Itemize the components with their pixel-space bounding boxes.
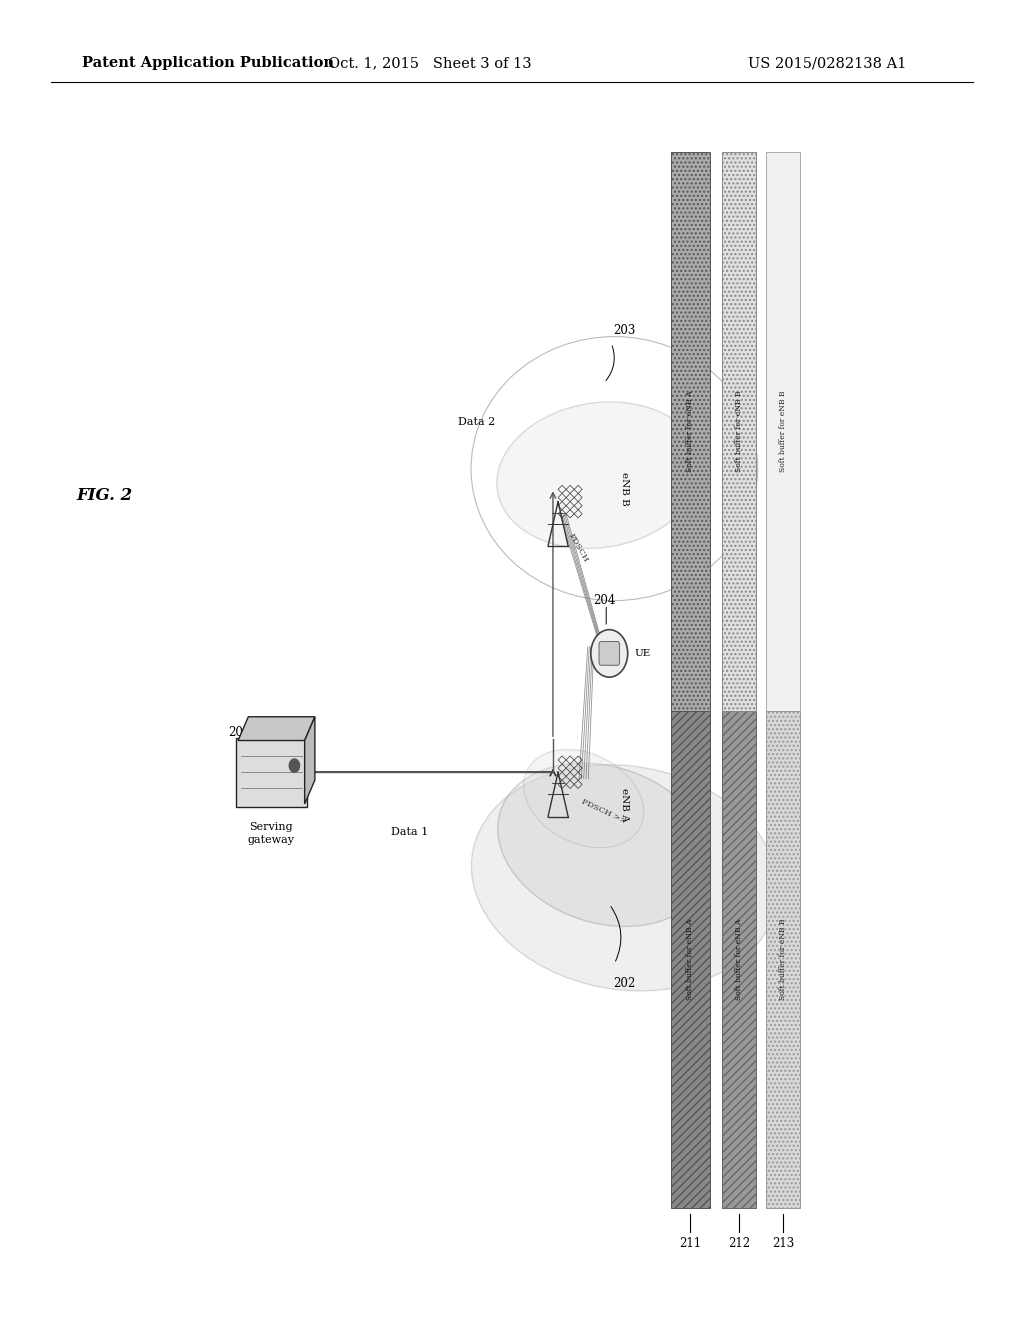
Polygon shape: [305, 717, 315, 804]
Bar: [722, 711, 756, 1208]
Ellipse shape: [471, 764, 778, 991]
Ellipse shape: [498, 763, 711, 927]
Text: 204: 204: [593, 594, 615, 607]
FancyBboxPatch shape: [599, 642, 620, 665]
Text: Soft buffer for eNB B: Soft buffer for eNB B: [779, 919, 786, 1001]
Text: 202: 202: [613, 977, 636, 990]
Text: Serving
gateway: Serving gateway: [248, 822, 295, 845]
Text: Patent Application Publication: Patent Application Publication: [82, 57, 334, 70]
Text: Data 1: Data 1: [391, 826, 428, 837]
Ellipse shape: [497, 403, 701, 548]
Text: Oct. 1, 2015   Sheet 3 of 13: Oct. 1, 2015 Sheet 3 of 13: [329, 57, 531, 70]
Text: Data 2: Data 2: [458, 417, 495, 428]
Circle shape: [289, 759, 299, 772]
Bar: [766, 711, 800, 1208]
Text: eNB A: eNB A: [620, 788, 629, 822]
Text: US 2015/0282138 A1: US 2015/0282138 A1: [748, 57, 906, 70]
Text: Soft buffer for eNB B: Soft buffer for eNB B: [735, 391, 742, 473]
FancyBboxPatch shape: [236, 738, 307, 807]
Text: eNB B: eNB B: [620, 471, 629, 506]
Ellipse shape: [523, 750, 644, 847]
Text: 201: 201: [228, 726, 251, 739]
Text: Soft buffer for eNB A: Soft buffer for eNB A: [735, 919, 742, 1001]
Bar: [671, 711, 710, 1208]
Text: 213: 213: [772, 1237, 794, 1250]
Circle shape: [591, 630, 628, 677]
Text: 212: 212: [728, 1237, 750, 1250]
Bar: [722, 152, 756, 711]
Polygon shape: [238, 717, 315, 741]
Text: 203: 203: [613, 323, 636, 337]
Text: 211: 211: [679, 1237, 701, 1250]
Bar: [671, 152, 710, 711]
Text: FIG. 2: FIG. 2: [77, 487, 133, 503]
Text: Soft buffer for eNB A: Soft buffer for eNB A: [686, 391, 694, 473]
Bar: [766, 152, 800, 711]
Text: UE: UE: [635, 649, 651, 657]
Text: PDSCH: PDSCH: [567, 532, 590, 564]
Text: PDSCH >>: PDSCH >>: [581, 797, 628, 826]
Text: Soft buffer for eNB A: Soft buffer for eNB A: [686, 919, 694, 1001]
Text: Soft buffer for eNB B: Soft buffer for eNB B: [779, 391, 786, 473]
